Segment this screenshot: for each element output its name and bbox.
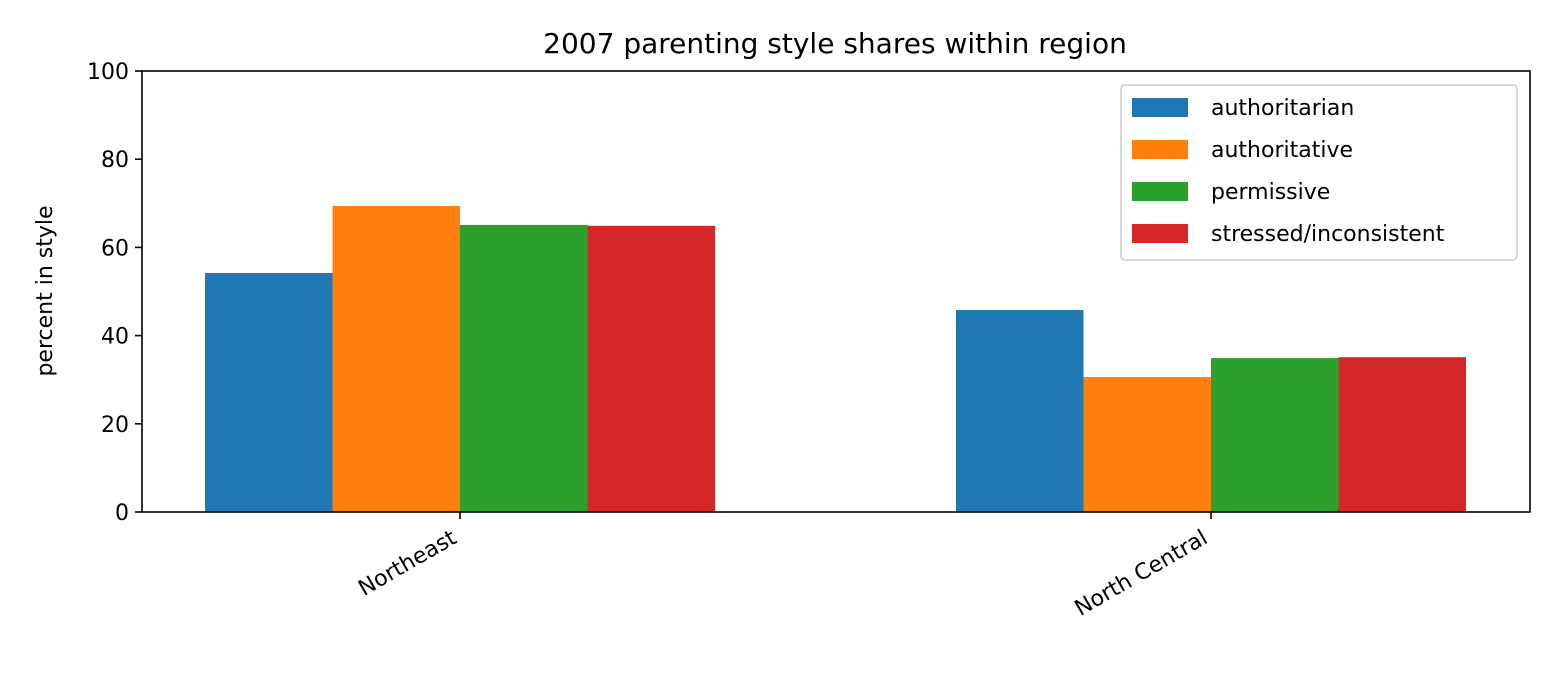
legend-label: permissive	[1211, 180, 1330, 205]
legend-swatch	[1132, 182, 1188, 201]
legend-swatch	[1132, 98, 1188, 117]
bar-authoritative-northeast	[332, 205, 460, 513]
legend-label: authoritarian	[1211, 96, 1354, 121]
legend-label: stressed/inconsistent	[1211, 222, 1445, 247]
bar-authoritarian-northeast	[205, 272, 333, 512]
chart-title: 2007 parenting style shares within regio…	[543, 27, 1127, 60]
legend-box	[1120, 84, 1518, 261]
plot-frame	[141, 70, 1531, 513]
y-tick-label: 100	[87, 60, 129, 85]
y-tick-label: 60	[101, 236, 129, 261]
bar-permissive-north-central	[1211, 358, 1339, 512]
y-tick-label: 80	[101, 148, 129, 173]
legend-swatch	[1132, 224, 1188, 243]
bar-authoritative-north-central	[1083, 377, 1211, 512]
y-tick-label: 0	[115, 501, 129, 526]
bar-stressed-inconsistent-northeast	[587, 225, 715, 512]
legend-label: authoritative	[1211, 138, 1353, 163]
bar-stressed-inconsistent-north-central	[1338, 357, 1466, 512]
bars-group	[205, 205, 1466, 513]
y-axis-label: percent in style	[33, 205, 58, 376]
legend-swatch	[1132, 140, 1188, 159]
y-tick-label: 20	[101, 413, 129, 438]
legend: authoritarian authoritative permissive stre…	[1120, 84, 1518, 261]
y-tick-label: 40	[101, 325, 129, 350]
bar-authoritarian-north-central	[956, 310, 1084, 512]
x-tick-label: Northeast	[354, 525, 461, 601]
x-axis: Northeast North Central	[354, 512, 1212, 622]
bar-permissive-northeast	[460, 224, 588, 512]
y-axis: 0 20 40 60 80 100	[87, 60, 142, 526]
x-tick-label: North Central	[1071, 526, 1212, 622]
